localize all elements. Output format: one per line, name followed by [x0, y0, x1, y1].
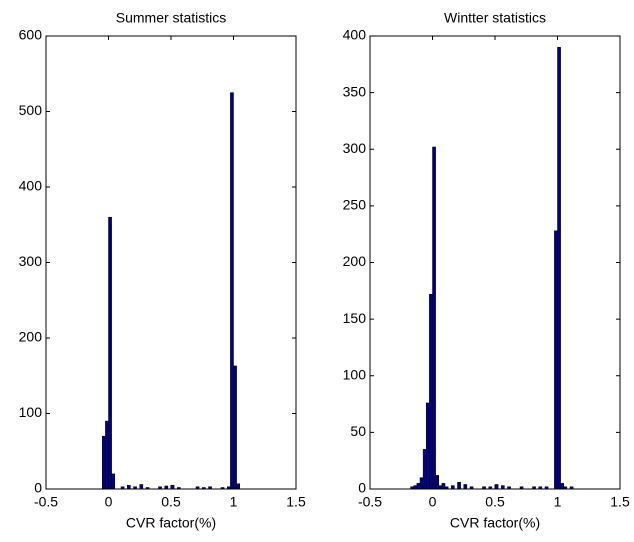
x-tick-label: -0.5	[34, 494, 58, 510]
bar	[422, 449, 427, 490]
y-tick-label: 300	[343, 140, 367, 156]
y-tick-label: 400	[343, 27, 367, 43]
bar	[102, 435, 106, 490]
y-tick-label: 50	[350, 423, 366, 439]
y-tick-label: 500	[19, 102, 43, 118]
bar	[560, 483, 564, 490]
bar	[501, 485, 505, 490]
bar	[557, 47, 561, 490]
bar	[139, 484, 144, 490]
bar	[233, 365, 237, 490]
y-tick-label: 600	[19, 27, 43, 43]
bar	[419, 477, 424, 490]
y-tick-label: 100	[19, 404, 43, 420]
x-axis-label: CVR factor(%)	[126, 515, 216, 531]
bar	[416, 483, 421, 490]
x-tick-label: 1	[554, 494, 562, 510]
bar	[432, 146, 436, 490]
x-tick-label: 0.5	[485, 494, 505, 510]
bar	[236, 483, 240, 490]
x-tick-label: 1.5	[286, 494, 306, 510]
bar	[230, 92, 234, 490]
x-tick-label: 0	[105, 494, 113, 510]
y-tick-label: 200	[343, 253, 367, 269]
bar	[435, 475, 439, 490]
bar	[105, 420, 109, 490]
x-tick-label: 1.5	[610, 494, 630, 510]
x-tick-label: 0	[429, 494, 437, 510]
chart-title: Wintter statistics	[444, 10, 546, 26]
bar	[426, 402, 430, 490]
y-tick-label: 100	[343, 366, 367, 382]
chart-title: Summer statistics	[116, 10, 226, 26]
plot-area	[46, 36, 296, 489]
bar	[108, 216, 112, 490]
y-tick-label: 300	[19, 253, 43, 269]
y-tick-label: 200	[19, 329, 43, 345]
bar	[451, 485, 455, 490]
bar	[127, 484, 131, 490]
y-tick-label: 400	[19, 178, 43, 194]
y-tick-label: 250	[343, 197, 367, 213]
bar	[457, 481, 461, 490]
bar	[413, 485, 418, 490]
y-tick-label: 150	[343, 310, 367, 326]
x-tick-label: 0.5	[161, 494, 181, 510]
bar	[554, 230, 558, 490]
y-tick-label: 350	[343, 83, 367, 99]
x-tick-label: 1	[230, 494, 238, 510]
bar	[441, 483, 446, 490]
y-tick-label: 0	[34, 480, 42, 496]
y-tick-label: 0	[358, 480, 366, 496]
x-axis-label: CVR factor(%)	[450, 515, 540, 531]
x-tick-label: -0.5	[358, 494, 382, 510]
plot-area	[370, 36, 620, 489]
bar	[438, 485, 443, 490]
bar	[429, 293, 433, 490]
bar	[111, 473, 115, 490]
bar	[463, 484, 468, 490]
